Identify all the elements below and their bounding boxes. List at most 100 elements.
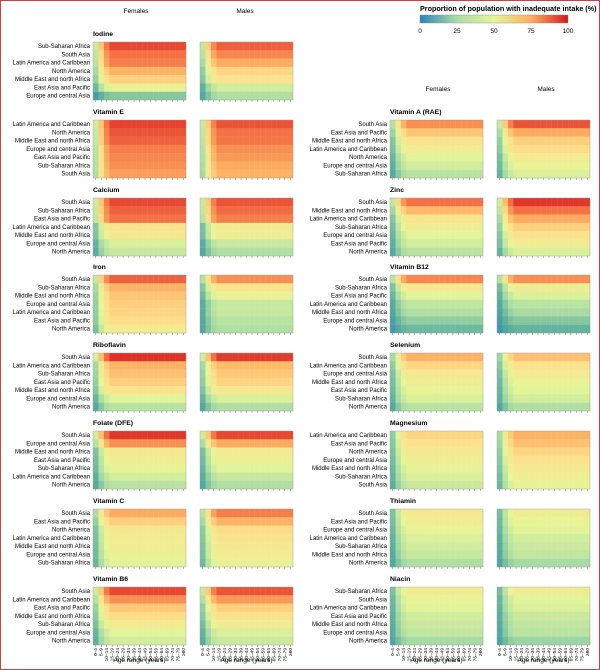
heatmap-cell: [164, 206, 170, 215]
age-tick-label: 60–64: [563, 648, 569, 662]
heatmap-cell: [507, 161, 514, 170]
heatmap-cell: [200, 120, 206, 129]
age-tick-label: 75–79: [175, 648, 181, 662]
heatmap-cell: [205, 353, 212, 362]
heatmap-cell: [109, 42, 116, 51]
heatmap-cell: [513, 120, 520, 129]
heatmap-cell: [260, 636, 266, 646]
heatmap-cell: [540, 353, 547, 362]
region-label: Middle East and north Africa: [15, 233, 91, 239]
heatmap-cell: [260, 611, 266, 621]
heatmap-cell: [584, 222, 591, 232]
heatmap-cell: [260, 153, 266, 162]
heatmap-cell: [221, 472, 228, 481]
heatmap-cell: [120, 153, 126, 162]
heatmap-cell: [210, 214, 217, 224]
heatmap-cell: [390, 144, 396, 154]
heatmap-cell: [93, 66, 99, 76]
heatmap-cell: [271, 153, 277, 162]
age-tick-label: 15–19: [217, 648, 223, 662]
age-tick-label: 20–24: [412, 648, 418, 662]
heatmap-cell: [466, 447, 473, 457]
heatmap-cell: [125, 509, 132, 518]
heatmap-cell: [175, 161, 181, 170]
heatmap-cell: [131, 439, 137, 448]
heatmap-cell: [518, 620, 525, 629]
heatmap-cell: [265, 558, 272, 568]
heatmap-cell: [562, 316, 569, 325]
heatmap-cell: [450, 144, 456, 154]
heatmap-cell: [502, 455, 509, 465]
heatmap-cell: [573, 128, 580, 137]
region-label: North America: [349, 561, 388, 567]
heatmap-cell: [551, 324, 558, 334]
heatmap-cell: [400, 603, 407, 613]
heatmap-cell: [158, 525, 165, 535]
heatmap-cell: [232, 525, 239, 535]
heatmap-cell: [164, 603, 170, 613]
heatmap-cell: [271, 611, 277, 621]
heatmap-cell: [265, 316, 272, 325]
heatmap-cell: [249, 550, 255, 559]
heatmap-cell: [200, 431, 206, 440]
heatmap-cell: [232, 620, 239, 629]
heatmap-cell: [450, 603, 456, 613]
heatmap-cell: [497, 291, 503, 301]
heatmap-cell: [249, 431, 255, 440]
heatmap-cell: [450, 394, 456, 403]
heatmap-cell: [400, 431, 407, 440]
heatmap-cell: [210, 472, 217, 481]
heatmap-cell: [282, 42, 288, 51]
heatmap-cell: [109, 75, 116, 84]
heatmap-cell: [497, 509, 503, 518]
heatmap-cell: [557, 353, 563, 362]
heatmap-cell: [221, 447, 228, 457]
heatmap-cell: [238, 222, 244, 232]
heatmap-cell: [395, 308, 402, 317]
heatmap-cell: [444, 161, 451, 170]
heatmap-cell: [164, 299, 170, 309]
heatmap-cell: [557, 525, 563, 535]
heatmap-cell: [103, 455, 110, 465]
heatmap-cell: [406, 447, 413, 457]
heatmap-cell: [395, 198, 402, 207]
heatmap-cell: [502, 299, 509, 309]
heatmap-cell: [507, 239, 514, 248]
heatmap-cell: [205, 283, 212, 292]
heatmap-cell: [466, 316, 473, 325]
heatmap-cell: [466, 517, 473, 526]
heatmap-cell: [254, 247, 261, 257]
heatmap-cell: [131, 42, 137, 51]
heatmap-cell: [513, 472, 520, 481]
heatmap-cell: [136, 517, 143, 526]
heatmap-cell: [390, 128, 396, 137]
heatmap-cell: [227, 431, 233, 440]
heatmap-cell: [109, 83, 116, 92]
heatmap-cell: [243, 595, 250, 604]
heatmap-cell: [93, 239, 99, 248]
heatmap-cell: [131, 587, 137, 596]
heatmap-cell: [93, 517, 99, 526]
heatmap-cell: [287, 291, 294, 301]
heatmap-cell: [147, 517, 154, 526]
heatmap-cell: [147, 353, 154, 362]
heatmap-cell: [507, 595, 514, 604]
heatmap-cell: [551, 316, 558, 325]
heatmap-cell: [513, 517, 520, 526]
heatmap-cell: [136, 447, 143, 457]
heatmap-cell: [276, 431, 283, 440]
heatmap-cell: [131, 353, 137, 362]
heatmap-cell: [546, 611, 552, 621]
heatmap-cell: [417, 369, 423, 379]
heatmap-cell: [232, 431, 239, 440]
heatmap-cell: [125, 144, 132, 154]
heatmap-cell: [125, 239, 132, 248]
heatmap-cell: [535, 299, 541, 309]
heatmap-cell: [200, 222, 206, 232]
heatmap-cell: [98, 353, 105, 362]
heatmap-cell: [271, 247, 277, 257]
heatmap-cell: [120, 472, 126, 481]
heatmap-cell: [249, 222, 255, 232]
age-tick-label: 40–44: [541, 648, 547, 662]
heatmap-cell: [472, 447, 478, 457]
